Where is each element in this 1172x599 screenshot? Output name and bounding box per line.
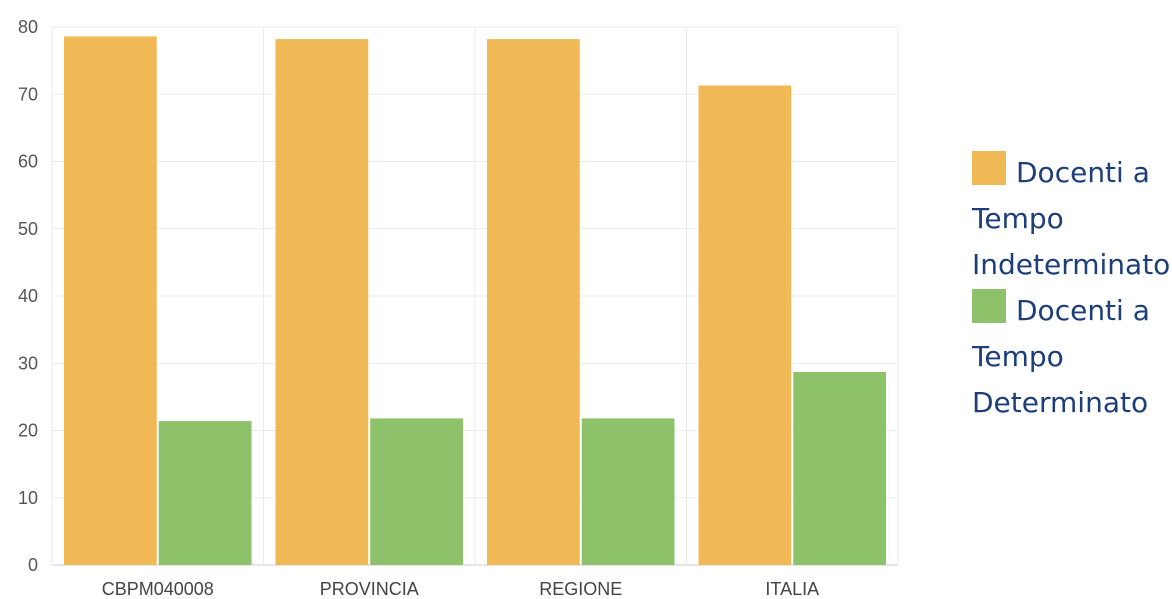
- y-tick-label: 30: [18, 353, 38, 373]
- bar-determinato: [581, 418, 675, 565]
- legend-label-determinato: Docenti a Tempo Determinato: [972, 294, 1150, 419]
- y-tick-label: 60: [18, 152, 38, 172]
- legend-entry-indeterminato[interactable]: Docenti a Tempo Indeterminato: [972, 150, 1171, 288]
- y-tick-label: 10: [18, 488, 38, 508]
- x-tick-label: CBPM040008: [102, 579, 214, 599]
- y-tick-label: 20: [18, 421, 38, 441]
- legend-swatch-determinato: [972, 289, 1006, 323]
- legend-label-indeterminato: Docenti a Tempo Indeterminato: [972, 156, 1171, 281]
- chart-legend: Docenti a Tempo Indeterminato Docenti a …: [972, 150, 1171, 426]
- y-tick-label: 40: [18, 286, 38, 306]
- bar-determinato: [793, 371, 886, 565]
- bar-indeterminato: [64, 36, 157, 566]
- legend-swatch-indeterminato: [972, 151, 1006, 185]
- y-tick-label: 70: [18, 84, 38, 104]
- x-tick-label: ITALIA: [765, 579, 819, 599]
- bar-determinato: [370, 418, 463, 565]
- bar-determinato: [158, 421, 252, 565]
- x-tick-label: PROVINCIA: [320, 579, 419, 599]
- chart-plot: 0 10 20 30 40 50 60 70 80 CBPM040008 PROVINCIA REGI…: [18, 17, 899, 599]
- bar-indeterminato: [487, 39, 580, 566]
- legend-entry-determinato[interactable]: Docenti a Tempo Determinato: [972, 288, 1168, 426]
- y-tick-label: 50: [18, 219, 38, 239]
- bar-indeterminato: [275, 39, 369, 566]
- bar-indeterminato: [698, 85, 792, 565]
- y-tick-label: 80: [18, 17, 38, 37]
- y-tick-label: 0: [28, 555, 38, 575]
- x-tick-label: REGIONE: [539, 579, 622, 599]
